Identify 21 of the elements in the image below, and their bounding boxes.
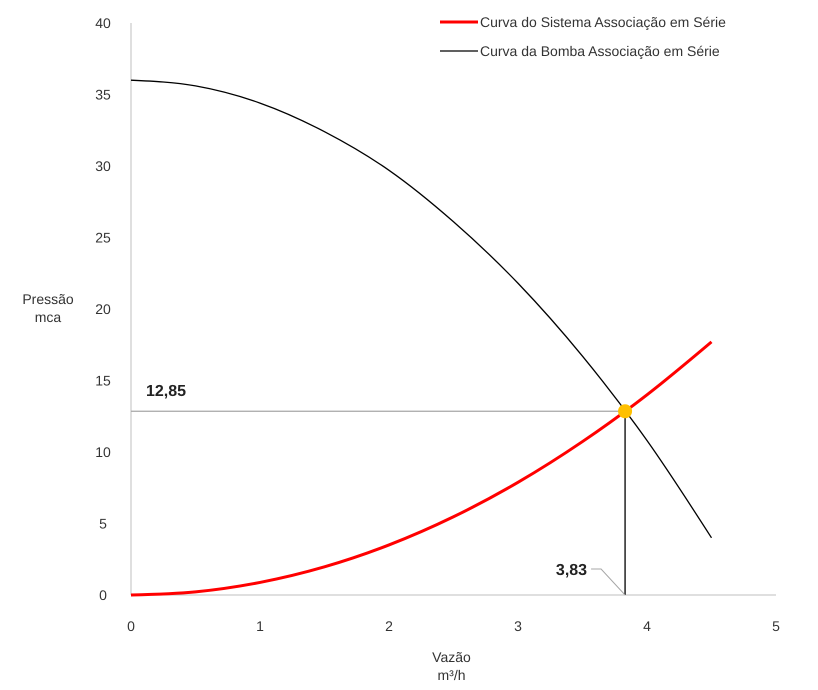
ref-line-label: 3,83: [556, 562, 588, 579]
y-tick-label: 30: [95, 158, 111, 174]
ref-line-label: 12,85: [146, 383, 186, 400]
y-tick-label: 35: [95, 86, 111, 102]
y-tick-label: 15: [95, 372, 111, 388]
x-tick-label: 0: [127, 618, 136, 634]
x-tick-label: 1: [256, 618, 264, 634]
y-tick-label: 40: [95, 15, 111, 31]
x-axis-title: Vazão m³/h: [432, 649, 472, 683]
y-tick-label: 25: [95, 230, 111, 246]
legend-label: Curva da Bomba Associação em Série: [480, 43, 720, 59]
x-tick-label: 5: [772, 618, 780, 634]
y-axis-title: Pressão mca: [22, 291, 74, 325]
x-tick-label: 3: [514, 618, 522, 634]
y-tick-label: 20: [95, 301, 111, 317]
x-tick-label: 4: [643, 618, 652, 634]
y-tick-label: 10: [95, 444, 111, 460]
y-tick-label: 0: [99, 587, 108, 603]
legend-label: Curva do Sistema Associação em Série: [480, 14, 726, 30]
y-tick-label: 5: [99, 516, 108, 532]
x-tick-label: 2: [385, 618, 394, 634]
